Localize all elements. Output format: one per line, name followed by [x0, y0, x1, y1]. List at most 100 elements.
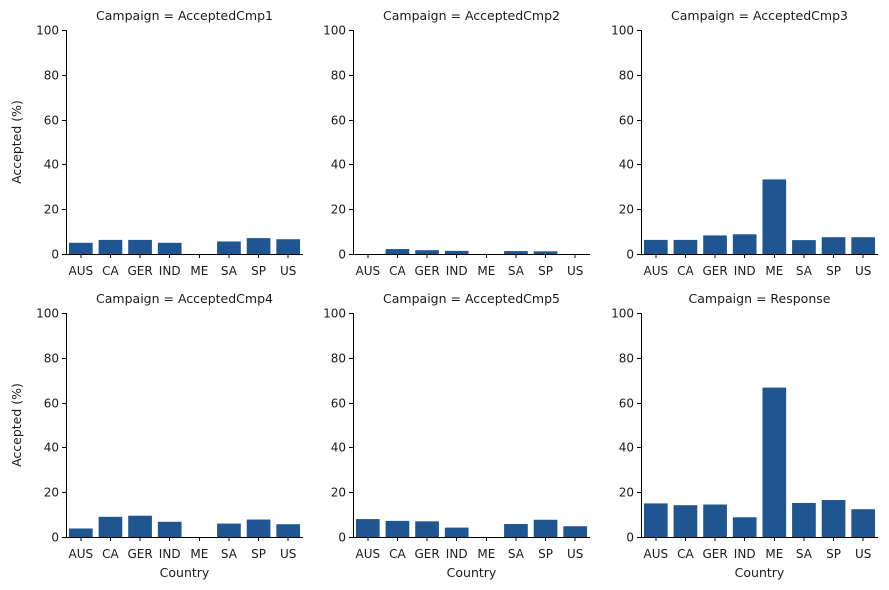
y-tick-label: 40	[44, 158, 59, 172]
bar-ger	[415, 521, 439, 537]
bar-ca	[673, 505, 698, 537]
x-tick-label: SP	[826, 547, 841, 561]
y-tick-label: 40	[619, 441, 634, 455]
y-tick-label: 40	[331, 158, 346, 172]
facet-panel: Campaign = AcceptedCmp5 0 20 40 60 80 100 AUS CA…	[323, 291, 590, 580]
bar-sp	[821, 500, 846, 537]
x-tick-label: AUS	[356, 547, 381, 561]
x-tick-label: AUS	[644, 547, 669, 561]
bar-sa	[504, 524, 528, 537]
x-tick-label: GER	[702, 547, 727, 561]
bar-ca	[98, 239, 123, 254]
x-tick-label: IND	[446, 264, 468, 278]
y-tick-label: 0	[51, 248, 59, 262]
y-tick-label: 0	[626, 531, 634, 545]
x-tick-label: ME	[765, 547, 783, 561]
y-tick-label: 60	[44, 397, 59, 411]
facet-panel: Campaign = AcceptedCmp1 0 20 40 60 80 100 AUS CA…	[9, 8, 303, 278]
x-tick-label: IND	[734, 547, 756, 561]
x-tick-label: ME	[190, 264, 208, 278]
bar-aus	[68, 242, 93, 254]
x-axis-label: Country	[735, 565, 785, 580]
y-tick-label: 40	[44, 441, 59, 455]
x-tick-label: GER	[414, 547, 439, 561]
bar-ger	[703, 504, 727, 537]
y-tick-label: 20	[44, 203, 59, 217]
bar-us	[563, 526, 588, 537]
bar-sp	[246, 519, 271, 537]
bar-ind	[444, 527, 469, 537]
bar-aus	[643, 239, 668, 254]
bar-ca	[385, 520, 410, 537]
bar-sa	[217, 523, 241, 537]
x-tick-label: SP	[251, 547, 266, 561]
bar-sp	[533, 519, 558, 537]
x-axis-label: Country	[447, 565, 497, 580]
y-tick-label: 100	[611, 24, 634, 38]
facet-panel: Campaign = Response 0 20 40 60 80 100 AUS CA GER I…	[611, 291, 878, 580]
x-tick-label: AUS	[644, 264, 669, 278]
y-axis-label: Accepted (%)	[9, 383, 24, 467]
x-tick-label: CA	[677, 264, 694, 278]
x-tick-label: CA	[677, 547, 694, 561]
y-tick-label: 100	[611, 307, 634, 321]
bar-aus	[643, 503, 668, 537]
x-tick-label: IND	[159, 547, 181, 561]
bar-ger	[128, 515, 152, 537]
x-tick-label: GER	[127, 264, 152, 278]
y-tick-label: 100	[323, 24, 346, 38]
bar-ind	[157, 521, 182, 537]
x-tick-label: ME	[765, 264, 783, 278]
y-tick-label: 60	[619, 397, 634, 411]
x-tick-label: CA	[389, 547, 406, 561]
panel-title: Campaign = AcceptedCmp2	[383, 8, 560, 23]
x-tick-label: SP	[538, 264, 553, 278]
x-tick-label: SP	[826, 264, 841, 278]
bar-sp	[533, 251, 558, 254]
y-axis-label: Accepted (%)	[9, 100, 24, 184]
x-tick-label: SA	[796, 547, 813, 561]
bar-ind	[732, 234, 757, 254]
bar-sa	[792, 240, 816, 254]
y-tick-label: 0	[51, 531, 59, 545]
x-tick-label: GER	[702, 264, 727, 278]
bar-ger	[128, 239, 152, 254]
y-tick-label: 80	[44, 69, 59, 83]
bar-sa	[217, 241, 241, 254]
x-tick-label: CA	[102, 547, 119, 561]
y-tick-label: 20	[619, 203, 634, 217]
y-tick-label: 40	[619, 158, 634, 172]
x-tick-label: CA	[102, 264, 119, 278]
bar-ca	[98, 516, 123, 537]
y-tick-label: 80	[619, 69, 634, 83]
y-tick-label: 80	[619, 352, 634, 366]
x-tick-label: IND	[159, 264, 181, 278]
panel-title: Campaign = AcceptedCmp4	[96, 291, 273, 306]
y-tick-label: 0	[338, 531, 346, 545]
panel-title: Campaign = Response	[689, 291, 831, 306]
x-tick-label: AUS	[69, 547, 94, 561]
y-tick-label: 100	[36, 24, 59, 38]
y-tick-label: 0	[626, 248, 634, 262]
bar-us	[276, 524, 301, 537]
x-tick-label: US	[280, 547, 296, 561]
x-tick-label: ME	[477, 547, 495, 561]
x-axis-label: Country	[160, 565, 210, 580]
y-tick-label: 0	[338, 248, 346, 262]
x-tick-label: SA	[508, 547, 525, 561]
y-tick-label: 60	[619, 114, 634, 128]
y-tick-label: 100	[36, 307, 59, 321]
bar-ger	[703, 235, 727, 254]
bar-ger	[415, 250, 439, 254]
y-tick-label: 80	[331, 69, 346, 83]
panel-title: Campaign = AcceptedCmp1	[96, 8, 273, 23]
x-tick-label: ME	[190, 547, 208, 561]
x-tick-label: US	[280, 264, 296, 278]
bar-ind	[732, 517, 757, 537]
y-tick-label: 100	[323, 307, 346, 321]
bar-sp	[246, 238, 271, 254]
y-tick-label: 40	[331, 441, 346, 455]
x-tick-label: GER	[414, 264, 439, 278]
facet-panel: Campaign = AcceptedCmp4 0 20 40 60 80 100 AUS CA…	[9, 291, 303, 580]
